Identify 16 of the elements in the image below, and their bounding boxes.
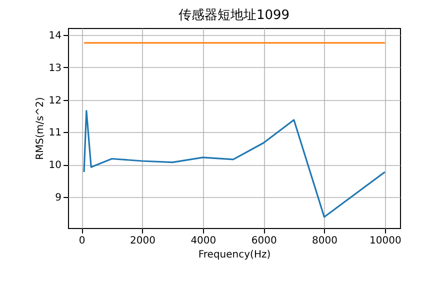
y-tick-label: 13 — [48, 62, 62, 74]
line-series — [83, 110, 386, 218]
y-tick-label: 11 — [48, 128, 62, 139]
x-tick-label: 4000 — [190, 236, 216, 246]
y-tick-label: 14 — [48, 30, 62, 42]
y-tick-label: 9 — [55, 192, 62, 204]
x-tick-label: 6000 — [251, 236, 277, 246]
y-tick-label: 10 — [48, 160, 62, 172]
x-tick-label: 8000 — [312, 236, 338, 246]
x-tick-label: 2000 — [130, 236, 156, 246]
x-tick-label: 0 — [78, 236, 86, 246]
chart-title: 传感器短地址1099 — [178, 8, 290, 23]
x-tick-label: 10000 — [370, 236, 402, 246]
y-tick-label: 12 — [48, 95, 62, 106]
x-axis-title: Frequency(Hz) — [198, 250, 271, 260]
y-axis-title: RMS(m/s^2) — [34, 97, 46, 160]
